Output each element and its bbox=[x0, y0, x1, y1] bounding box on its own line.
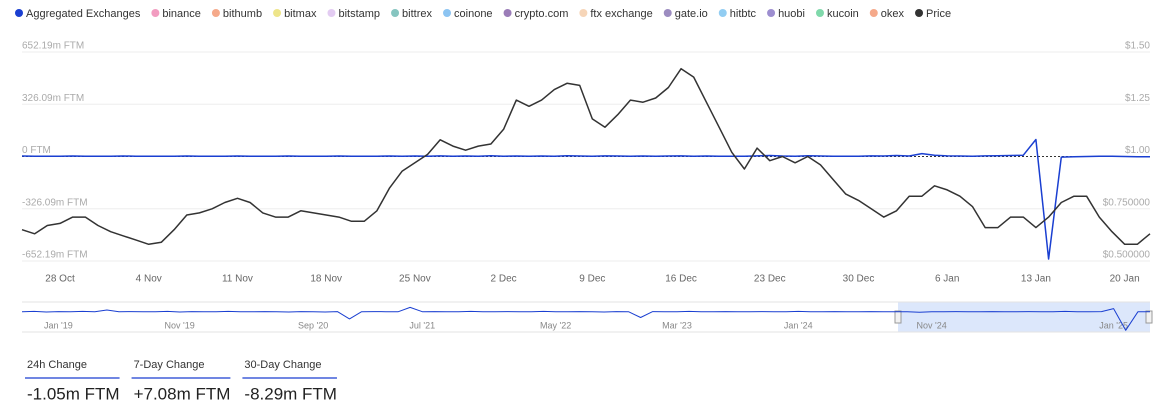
legend-marker[interactable] bbox=[869, 9, 878, 17]
x-tick-label: 11 Nov bbox=[222, 274, 253, 285]
legend-label[interactable]: bithumb bbox=[223, 8, 262, 20]
legend-marker[interactable] bbox=[915, 9, 924, 17]
x-tick-label: 13 Jan bbox=[1021, 274, 1051, 285]
navigator-handle[interactable] bbox=[894, 310, 902, 324]
y-tick-label: 326.09m FTM bbox=[22, 93, 84, 104]
stat-label: 24h Change bbox=[27, 359, 87, 371]
legend-marker[interactable] bbox=[503, 9, 512, 17]
series-line bbox=[21, 67, 1151, 246]
x-tick-label: Nov '24 bbox=[917, 320, 947, 330]
x-tick-label: 16 Dec bbox=[665, 274, 697, 285]
legend-label[interactable]: okex bbox=[881, 8, 905, 20]
x-tick-label: Jan '19 bbox=[44, 320, 73, 330]
x-tick-label: 25 Nov bbox=[399, 274, 431, 285]
x-tick-label: May '22 bbox=[540, 320, 571, 330]
legend-label[interactable]: binance bbox=[162, 8, 201, 20]
y2-tick-label: $1.25 bbox=[1125, 93, 1150, 104]
y2-tick-label: $1.00 bbox=[1125, 145, 1150, 156]
legend-label[interactable]: Price bbox=[926, 8, 951, 20]
x-tick-label: 4 Nov bbox=[136, 274, 162, 285]
legend-marker[interactable] bbox=[391, 9, 400, 17]
navigator-handle[interactable] bbox=[1145, 310, 1153, 324]
y2-tick-label: $1.50 bbox=[1125, 41, 1150, 52]
x-tick-label: Sep '20 bbox=[298, 320, 328, 330]
x-tick-label: 20 Jan bbox=[1110, 274, 1140, 285]
legend-label[interactable]: bittrex bbox=[402, 8, 432, 20]
legend-marker[interactable] bbox=[15, 9, 23, 17]
stat-value: -8.29m FTM bbox=[244, 384, 337, 403]
y-tick-label: 652.19m FTM bbox=[22, 41, 84, 52]
legend-label[interactable]: huobi bbox=[778, 8, 805, 20]
legend-marker[interactable] bbox=[151, 9, 160, 17]
legend-label[interactable]: kucoin bbox=[827, 8, 859, 20]
x-tick-label: Nov '19 bbox=[165, 320, 195, 330]
legend-marker[interactable] bbox=[718, 9, 727, 17]
stat-value: -1.05m FTM bbox=[27, 384, 120, 403]
legend-marker[interactable] bbox=[443, 9, 452, 17]
legend-label[interactable]: Aggregated Exchanges bbox=[26, 8, 141, 20]
x-tick-label: Jan '25 bbox=[1099, 320, 1128, 330]
legend-marker[interactable] bbox=[663, 9, 672, 17]
legend-label[interactable]: gate.io bbox=[675, 8, 708, 20]
legend-label[interactable]: coinone bbox=[454, 8, 493, 20]
navigator-selection[interactable] bbox=[898, 302, 1150, 332]
legend-marker[interactable] bbox=[327, 9, 336, 17]
legend-label[interactable]: hitbtc bbox=[730, 8, 757, 20]
legend-marker[interactable] bbox=[815, 9, 824, 17]
stat-label: 30-Day Change bbox=[244, 359, 321, 371]
x-tick-label: 30 Dec bbox=[843, 274, 875, 285]
legend-marker[interactable] bbox=[273, 9, 282, 17]
y-tick-label: -652.19m FTM bbox=[22, 250, 88, 261]
legend-marker[interactable] bbox=[767, 9, 776, 17]
stat-value: +7.08m FTM bbox=[134, 384, 231, 403]
x-tick-label: 6 Jan bbox=[935, 274, 959, 285]
y2-tick-label: $0.500000 bbox=[1103, 250, 1151, 261]
x-tick-label: Jan '24 bbox=[784, 320, 813, 330]
x-tick-label: Mar '23 bbox=[662, 320, 692, 330]
legend-marker[interactable] bbox=[211, 9, 220, 17]
legend-marker[interactable] bbox=[579, 9, 588, 17]
x-tick-label: Jul '21 bbox=[409, 320, 435, 330]
legend-label[interactable]: crypto.com bbox=[515, 8, 569, 20]
x-tick-label: 23 Dec bbox=[754, 274, 786, 285]
stat-label: 7-Day Change bbox=[134, 359, 205, 371]
series-line bbox=[21, 306, 1151, 331]
legend-label[interactable]: bitmax bbox=[284, 8, 317, 20]
x-tick-label: 2 Dec bbox=[491, 274, 517, 285]
y-tick-label: 0 FTM bbox=[22, 145, 51, 156]
y-tick-label: -326.09m FTM bbox=[22, 197, 88, 208]
x-tick-label: 28 Oct bbox=[45, 274, 75, 285]
y2-tick-label: $0.750000 bbox=[1103, 197, 1151, 208]
x-tick-label: 18 Nov bbox=[310, 274, 342, 285]
x-tick-label: 9 Dec bbox=[579, 274, 605, 285]
series-line bbox=[21, 138, 1151, 260]
legend-label[interactable]: ftx exchange bbox=[590, 8, 652, 20]
legend-label[interactable]: bitstamp bbox=[338, 8, 380, 20]
